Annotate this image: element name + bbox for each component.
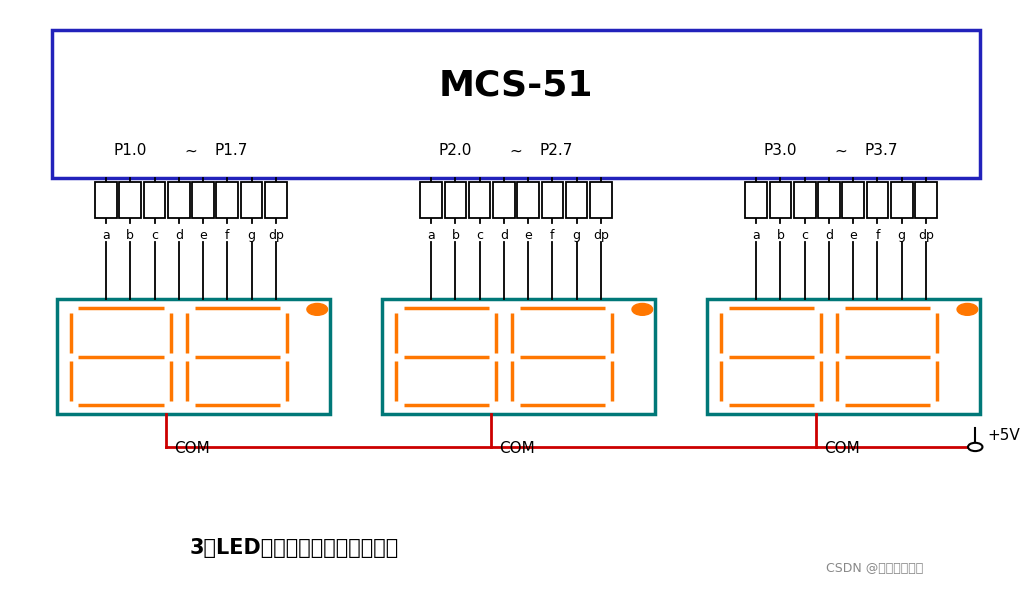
Bar — [745, 182, 767, 218]
Text: b: b — [126, 229, 134, 242]
Bar — [542, 182, 563, 218]
Text: b: b — [776, 229, 784, 242]
Text: a: a — [752, 229, 761, 242]
Text: b: b — [451, 229, 459, 242]
Bar — [52, 30, 980, 178]
Text: P1.7: P1.7 — [215, 143, 248, 159]
Text: c: c — [801, 229, 808, 242]
Text: MCS-51: MCS-51 — [439, 69, 593, 103]
Bar — [794, 182, 815, 218]
Bar — [143, 182, 165, 218]
Circle shape — [307, 304, 327, 316]
Text: 3位LED数码管静态显示接口电路: 3位LED数码管静态显示接口电路 — [190, 538, 398, 558]
Text: c: c — [476, 229, 483, 242]
Text: P2.7: P2.7 — [539, 143, 573, 159]
Bar — [469, 182, 490, 218]
Text: P2.0: P2.0 — [439, 143, 472, 159]
Text: dp: dp — [268, 229, 284, 242]
Text: P3.7: P3.7 — [864, 143, 898, 159]
Bar — [445, 182, 466, 218]
Text: a: a — [102, 229, 110, 242]
Bar — [217, 182, 238, 218]
Circle shape — [632, 304, 652, 316]
Bar — [517, 182, 539, 218]
Text: COM: COM — [825, 441, 861, 456]
Bar — [120, 182, 141, 218]
Text: dp: dp — [593, 229, 609, 242]
Text: g: g — [573, 229, 581, 242]
Text: f: f — [550, 229, 554, 242]
Text: f: f — [875, 229, 879, 242]
Bar — [493, 182, 515, 218]
Text: a: a — [427, 229, 436, 242]
Text: P1.0: P1.0 — [114, 143, 147, 159]
Text: dp: dp — [918, 229, 934, 242]
Text: P3.0: P3.0 — [764, 143, 797, 159]
Text: g: g — [898, 229, 906, 242]
Bar — [240, 182, 262, 218]
Text: COM: COM — [174, 441, 211, 456]
Bar — [95, 182, 117, 218]
Text: e: e — [849, 229, 858, 242]
Text: e: e — [524, 229, 533, 242]
Bar — [842, 182, 864, 218]
Bar — [590, 182, 612, 218]
Text: g: g — [248, 229, 256, 242]
Text: ~: ~ — [835, 143, 847, 159]
Bar — [867, 182, 889, 218]
Bar — [707, 299, 980, 414]
Text: f: f — [225, 229, 229, 242]
Text: COM: COM — [499, 441, 536, 456]
Text: d: d — [174, 229, 183, 242]
Text: CSDN @阿杰学习笔记: CSDN @阿杰学习笔记 — [826, 562, 923, 575]
Circle shape — [957, 304, 977, 316]
Bar — [770, 182, 792, 218]
Text: d: d — [499, 229, 508, 242]
Bar — [818, 182, 840, 218]
Bar — [192, 182, 214, 218]
Text: ~: ~ — [185, 143, 197, 159]
Bar — [420, 182, 442, 218]
Bar — [566, 182, 587, 218]
Text: e: e — [199, 229, 207, 242]
Bar — [57, 299, 330, 414]
Bar — [891, 182, 912, 218]
Text: ~: ~ — [510, 143, 522, 159]
Bar — [265, 182, 287, 218]
Text: d: d — [825, 229, 833, 242]
Bar — [915, 182, 937, 218]
Bar — [382, 299, 655, 414]
Text: c: c — [151, 229, 158, 242]
Bar — [168, 182, 190, 218]
Circle shape — [968, 443, 982, 451]
Text: +5V: +5V — [988, 427, 1021, 443]
